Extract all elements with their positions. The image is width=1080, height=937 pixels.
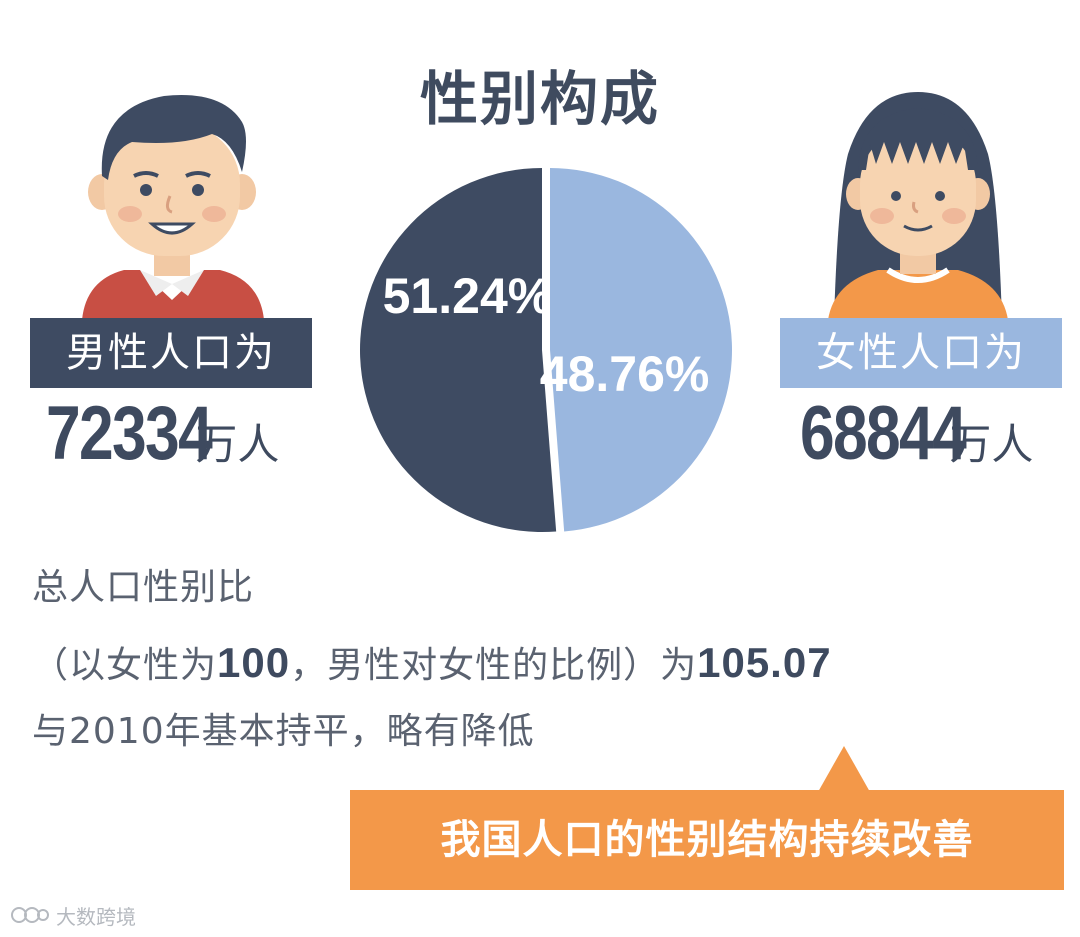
pie-slice-female (550, 168, 732, 532)
sex-ratio-sentence: （以女性为100，男性对女性的比例）为105.07 (32, 636, 832, 688)
watermark-logo-icon (11, 907, 49, 923)
pie-label-female: 48.76% (540, 346, 710, 402)
callout-pointer (818, 746, 870, 792)
male-population-label: 男性人口为 (30, 318, 312, 388)
sex-ratio-base: 100 (217, 639, 291, 686)
callout-box (350, 790, 1064, 890)
male-figure-icon (82, 95, 264, 320)
sex-ratio-heading: 总人口性别比 (32, 567, 255, 608)
watermark: 大数跨境 (10, 900, 136, 930)
chart-title: 性别构成 (419, 65, 660, 133)
female-population-label: 女性人口为 (780, 318, 1062, 388)
sex-ratio-text-a: （以女性为 (32, 645, 218, 686)
sex-ratio-comparison: 与2010年基本持平，略有降低 (32, 711, 535, 752)
female-figure-icon (828, 92, 1008, 320)
male-count-unit: 万人 (195, 420, 280, 469)
pie-slice-male (360, 168, 557, 532)
callout-text: 我国人口的性别结构持续改善 (440, 817, 974, 863)
sex-ratio-text-b: ，男性对女性的比例）为 (290, 645, 698, 686)
watermark-text: 大数跨境 (56, 904, 136, 929)
female-population-count: 68844万人 (800, 392, 1033, 476)
pie-label-male: 51.24% (383, 268, 553, 324)
gender-pie-chart: 51.24% 48.76% (360, 168, 732, 532)
male-count-number: 72334 (46, 391, 213, 476)
sex-ratio-value: 105.07 (697, 639, 832, 686)
female-count-unit: 万人 (949, 420, 1034, 469)
male-population-count: 72334万人 (46, 392, 279, 476)
female-count-number: 68844 (800, 391, 967, 476)
